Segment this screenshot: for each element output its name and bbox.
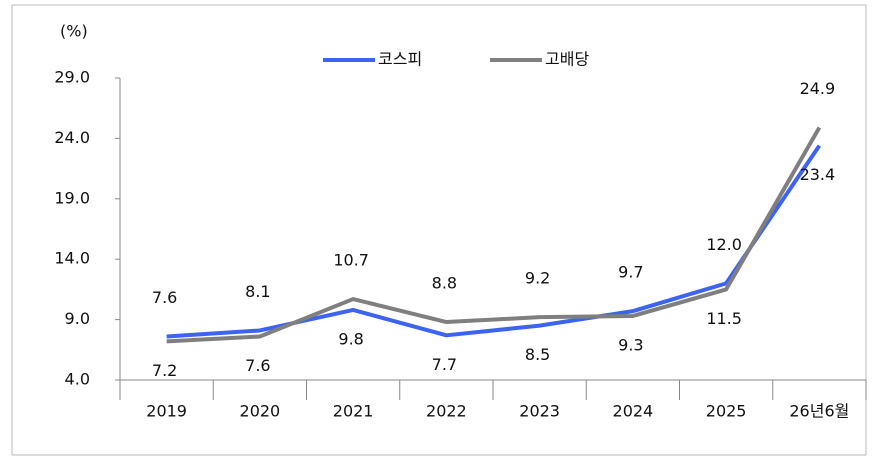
chart-border [11, 4, 867, 456]
data-label: 9.2 [525, 269, 550, 288]
x-tick-label: 2022 [426, 402, 467, 421]
x-tick-label: 26년6월 [789, 402, 849, 421]
unit-label: (%) [60, 22, 88, 41]
data-label: 7.7 [432, 355, 457, 374]
data-label: 8.1 [245, 282, 270, 301]
y-tick-label: 29.0 [54, 68, 90, 87]
x-tick-label: 2020 [240, 402, 281, 421]
legend-label: 코스피 [378, 50, 422, 69]
data-label: 9.3 [618, 335, 643, 354]
y-tick-label: 14.0 [54, 249, 90, 268]
data-label: 9.7 [618, 263, 643, 282]
data-label: 11.5 [706, 309, 742, 328]
x-tick-label: 2024 [613, 402, 654, 421]
data-label: 7.6 [245, 356, 270, 375]
data-label: 7.2 [152, 361, 177, 380]
data-label: 9.8 [338, 329, 363, 348]
data-label: 23.4 [800, 165, 836, 184]
y-tick-label: 9.0 [65, 309, 90, 328]
data-label: 24.9 [800, 79, 836, 98]
x-tick-label: 2019 [146, 402, 187, 421]
legend-label: 고배당 [545, 50, 589, 69]
y-tick-label: 4.0 [65, 370, 90, 389]
data-label: 12.0 [706, 235, 742, 254]
x-tick-label: 2023 [519, 402, 560, 421]
data-label: 10.7 [333, 251, 369, 270]
line-series [166, 126, 822, 344]
data-label: 7.6 [152, 288, 177, 307]
y-tick-label: 24.0 [54, 128, 90, 147]
x-tick-label: 2021 [333, 402, 374, 421]
data-label: 8.8 [432, 274, 457, 293]
x-tick-label: 2025 [706, 402, 747, 421]
line-series [166, 144, 822, 339]
data-label: 8.5 [525, 345, 550, 364]
y-tick-label: 19.0 [54, 188, 90, 207]
